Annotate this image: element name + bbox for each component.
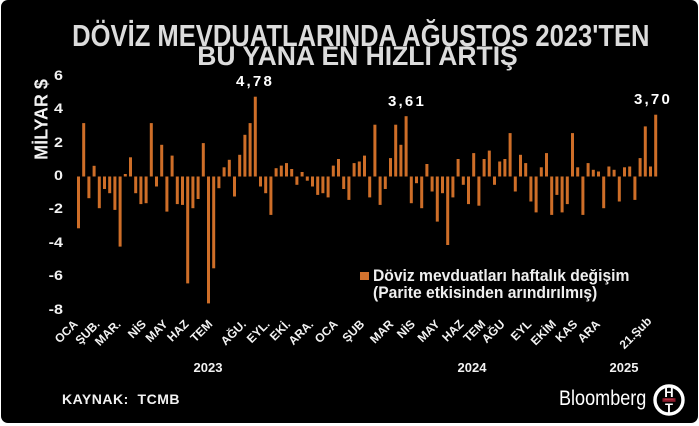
svg-text:H: H — [664, 385, 673, 400]
svg-text:T: T — [665, 401, 673, 416]
